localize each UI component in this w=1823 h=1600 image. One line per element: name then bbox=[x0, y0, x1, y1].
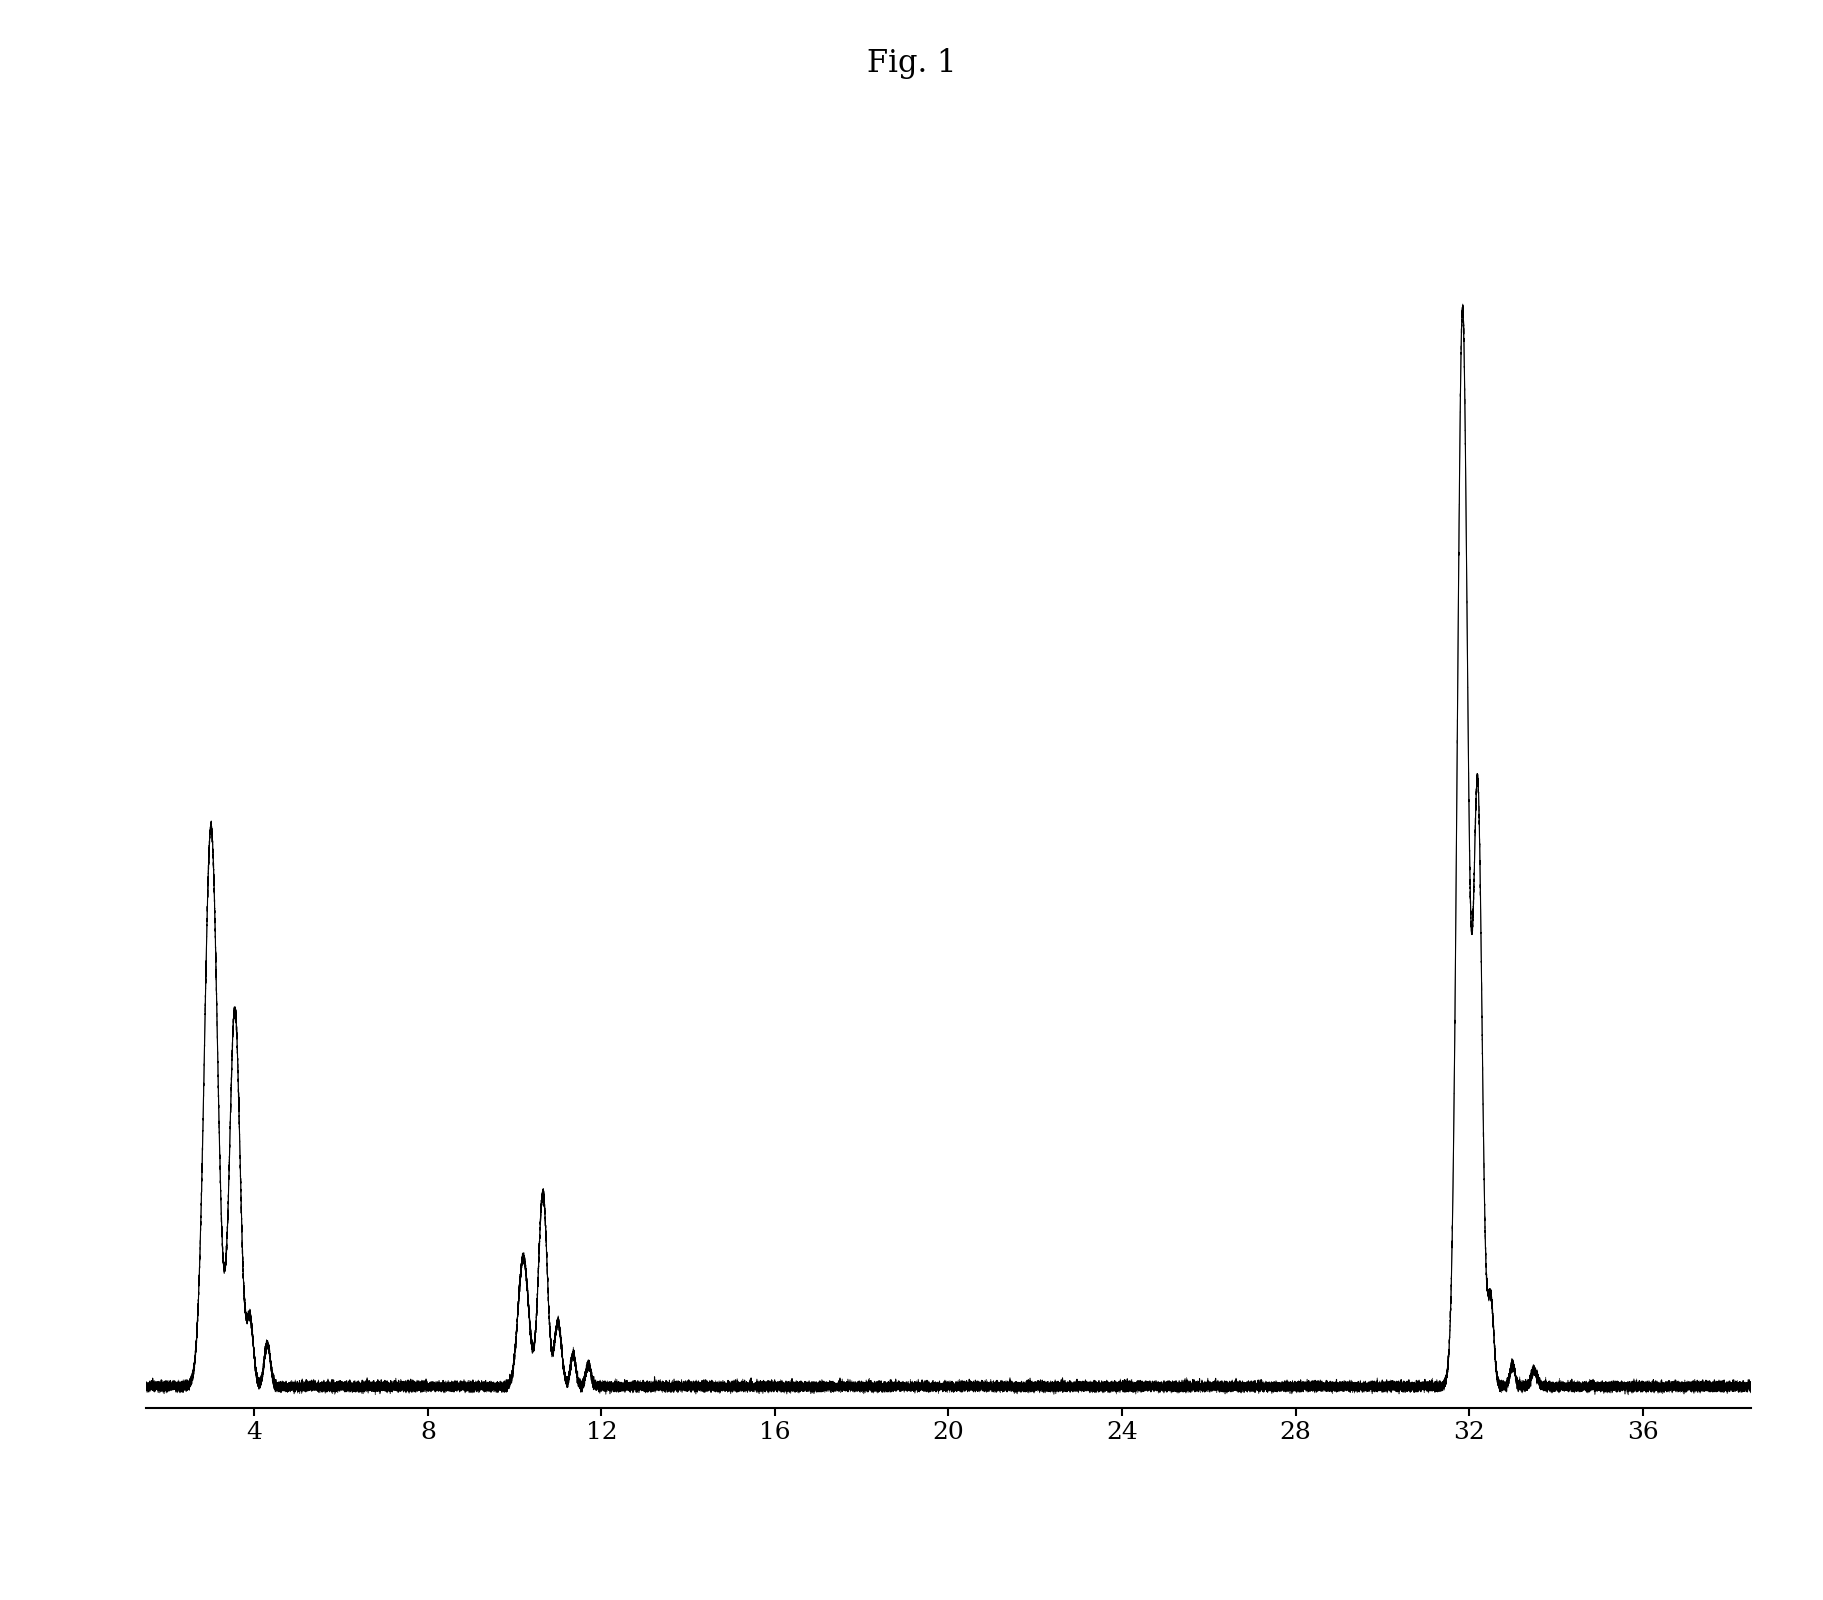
Text: Fig. 1: Fig. 1 bbox=[866, 48, 957, 78]
